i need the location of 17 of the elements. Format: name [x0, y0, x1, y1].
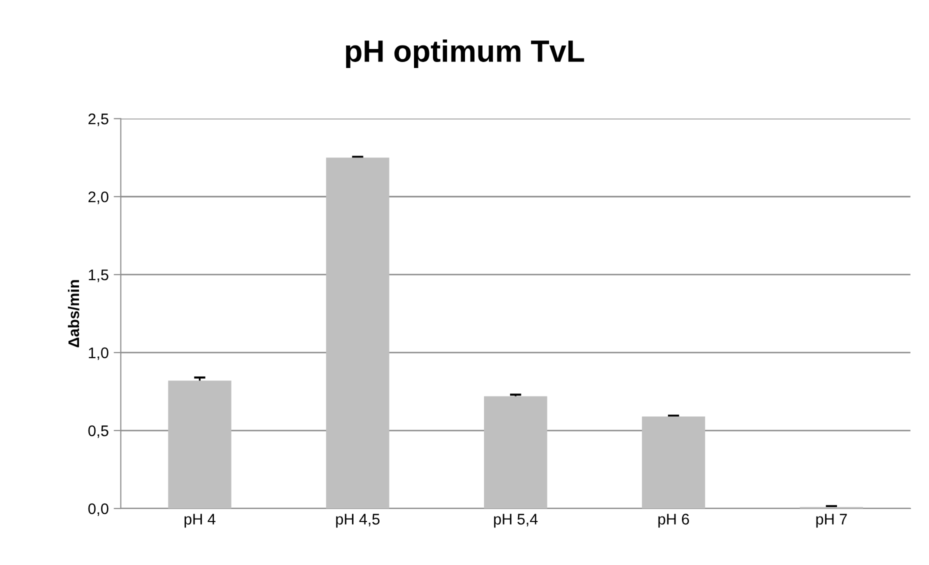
bar: [484, 396, 548, 508]
y-tick-label: 2,5: [88, 114, 108, 126]
x-tick-label: pH 6: [658, 514, 689, 528]
y-tick-label: 1,0: [88, 347, 108, 360]
y-tick-label: 2,0: [88, 191, 108, 204]
x-tick-label: pH 7: [816, 514, 847, 528]
x-tick-label: pH 5,4: [494, 514, 538, 528]
bar: [642, 416, 706, 508]
bar: [168, 380, 232, 508]
chart-title: pH optimum TvL: [346, 40, 584, 68]
bar: [326, 158, 390, 508]
y-axis-title: Δabs/min: [68, 280, 80, 348]
x-tick-label: pH 4,5: [336, 514, 380, 528]
y-tick-label: 1,5: [88, 270, 108, 282]
y-tick-label: 0,5: [88, 425, 108, 438]
y-tick-label: 0,0: [88, 503, 108, 516]
x-tick-label: pH 4: [184, 514, 216, 528]
